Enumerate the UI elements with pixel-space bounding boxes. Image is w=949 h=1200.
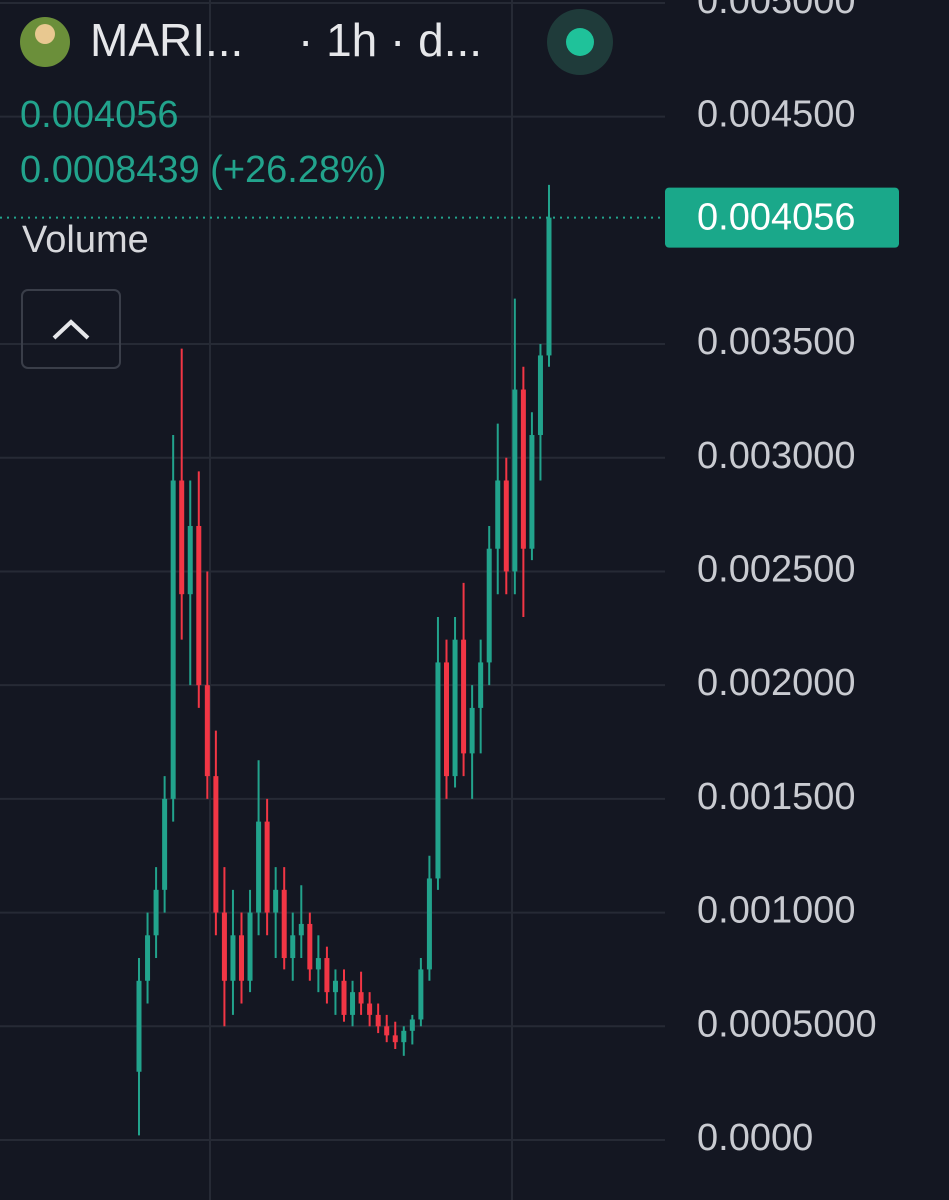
interval[interactable]: · 1h · d... — [298, 14, 482, 66]
candle-body — [170, 480, 176, 799]
symbol[interactable]: MARI... — [90, 14, 243, 66]
candle-body — [375, 1014, 381, 1027]
last-price-tag: 0.004056 — [697, 197, 856, 239]
candle-body — [358, 992, 364, 1004]
candle-body — [478, 662, 484, 708]
y-tick-label: 0.004500 — [697, 94, 856, 136]
candle-body — [221, 912, 227, 981]
candle-body — [503, 480, 509, 572]
y-tick-label: 0.0000 — [697, 1117, 813, 1159]
token-icon-face — [35, 24, 55, 44]
candle-body — [332, 980, 338, 993]
price-change: 0.0008439 (+26.28%) — [20, 149, 387, 191]
candle-body — [350, 992, 356, 1015]
candle-body — [213, 776, 219, 913]
candle-body — [290, 935, 296, 959]
y-tick-label: 0.0005000 — [697, 1003, 877, 1045]
y-tick-label: 0.003500 — [697, 321, 856, 363]
y-tick-label: 0.001500 — [697, 776, 856, 818]
candle-body — [486, 548, 492, 663]
candle-body — [136, 980, 142, 1072]
y-tick-label: 0.001000 — [697, 890, 856, 932]
candle-body — [315, 958, 321, 970]
status-dot[interactable] — [566, 28, 594, 56]
candle-body — [418, 969, 424, 1020]
candle-body — [341, 980, 347, 1015]
candle-body — [529, 435, 535, 549]
candle-body — [239, 935, 244, 981]
last-price-box — [665, 187, 899, 248]
candle-body — [162, 798, 168, 890]
candle-body — [179, 480, 185, 595]
candle-body — [264, 821, 270, 913]
candle-body — [367, 1003, 373, 1015]
candle-body — [256, 821, 262, 913]
candle-body — [537, 355, 543, 436]
y-axis: 0.0000 0.0005000 0.001000 0.001500 0.002000 0… — [697, 0, 877, 1159]
candle-body — [469, 707, 475, 754]
candle-body — [520, 389, 526, 549]
candle-body — [230, 935, 236, 981]
y-tick-label: 0.002000 — [697, 662, 856, 704]
candle-body — [444, 662, 449, 777]
candle-body — [401, 1030, 407, 1043]
candle-body — [307, 923, 313, 970]
candle-body — [298, 923, 304, 936]
candle-body — [273, 889, 279, 913]
candle-body — [204, 685, 210, 777]
chevron-icon — [52, 319, 90, 340]
candle-body — [384, 1026, 390, 1036]
price-tag: 0.004056 — [0, 187, 899, 248]
candle-body — [426, 878, 432, 970]
candle-body — [247, 912, 253, 981]
y-tick-label: 0.005000 — [697, 0, 856, 22]
y-tick-label: 0.002500 — [697, 548, 856, 590]
candle-body — [153, 889, 159, 936]
candle-body — [187, 525, 193, 595]
candle-body — [495, 480, 501, 549]
candle-body — [512, 389, 518, 572]
candle-body — [546, 217, 552, 356]
candle-body — [145, 935, 151, 981]
last-price: 0.004056 — [20, 94, 179, 136]
indicator-label: Volume — [22, 219, 149, 261]
candle-body — [409, 1019, 415, 1031]
grid — [0, 0, 665, 1200]
candle-body — [452, 639, 458, 777]
y-tick-label: 0.003000 — [697, 435, 856, 477]
candle-body — [324, 958, 330, 993]
plot — [136, 184, 552, 1136]
candle-body — [392, 1035, 398, 1043]
collapse-button[interactable] — [21, 289, 121, 369]
candle-body — [281, 889, 287, 959]
candle-body — [435, 662, 441, 879]
candle-body — [196, 525, 202, 686]
candle-body — [461, 639, 467, 754]
